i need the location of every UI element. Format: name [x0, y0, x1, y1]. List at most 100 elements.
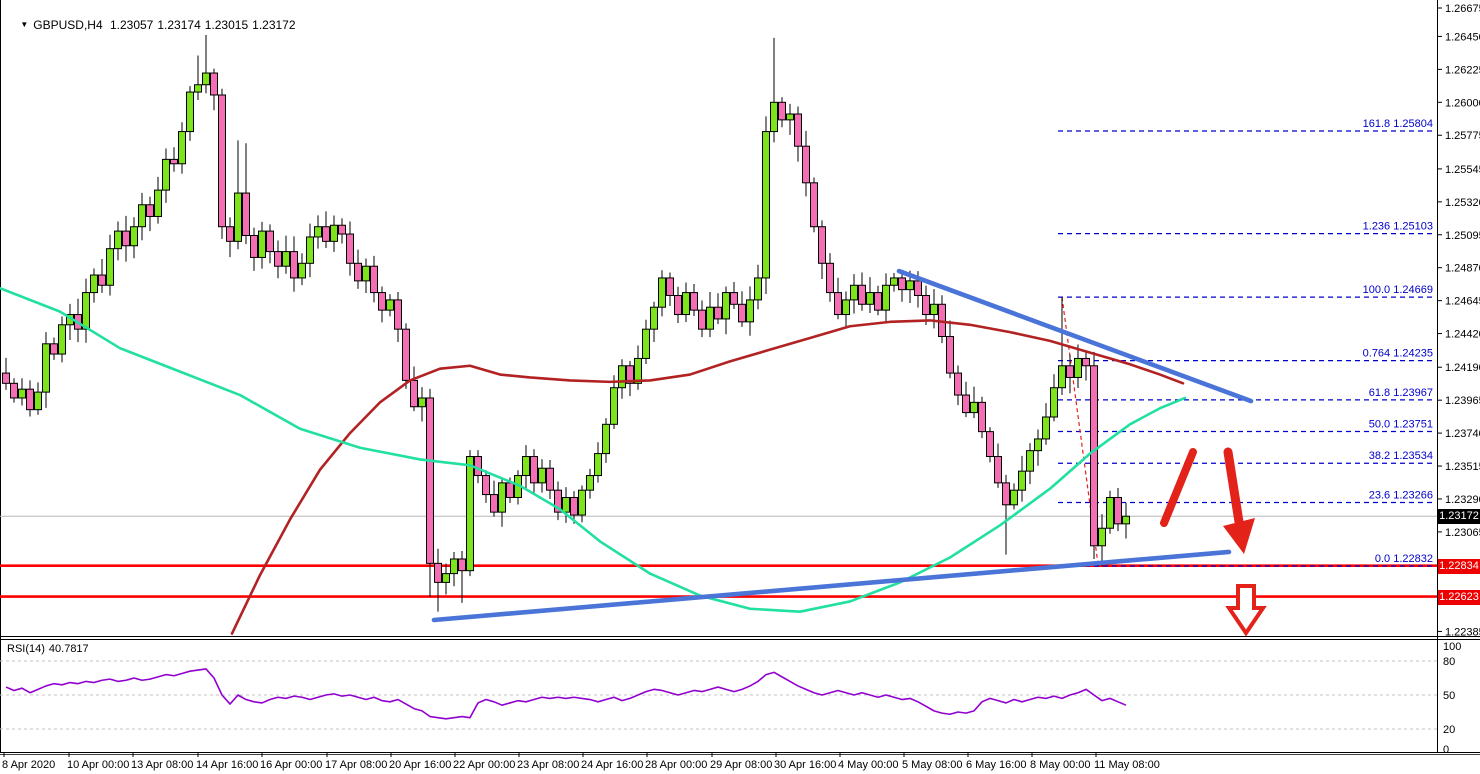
x-axis-label: 8 May 00:00	[1030, 759, 1091, 771]
candle	[426, 388, 434, 598]
y-axis-tick-label: 1.22385	[1445, 626, 1480, 638]
candle	[1002, 474, 1010, 555]
annotation-arrows[interactable]	[1160, 447, 1267, 637]
candle	[986, 427, 994, 463]
candle	[794, 106, 802, 162]
time-axis: 8 Apr 2020 10 Apr 00:00 13 Apr 08:00 14 Apr…	[2, 752, 1160, 771]
candle	[346, 221, 354, 276]
candle	[58, 316, 66, 363]
candle	[810, 177, 818, 233]
candle	[218, 88, 226, 239]
candle	[642, 319, 650, 365]
candle	[98, 258, 106, 293]
fib-level-label: 61.8 1.23967	[1369, 387, 1433, 399]
drop-down-arrow[interactable]	[1223, 447, 1244, 527]
fib-level-label: 23.6 1.23266	[1369, 489, 1433, 501]
x-axis-label: 11 May 08:00	[1094, 759, 1160, 771]
candle	[2, 357, 10, 390]
candle	[730, 281, 738, 309]
bounce-up-arrow[interactable]	[1160, 448, 1197, 527]
x-axis-label: 23 Apr 08:00	[517, 759, 579, 771]
ma-slow-line	[230, 319, 1185, 635]
x-axis-label: 28 Apr 00:00	[645, 759, 707, 771]
candle	[66, 303, 74, 340]
y-axis-tick-label: 1.24420	[1445, 329, 1480, 341]
candle	[338, 218, 346, 244]
candle	[890, 273, 898, 292]
candle	[858, 272, 866, 311]
candle	[578, 485, 586, 523]
candle	[482, 470, 490, 503]
y-axis-tick-label: 1.25775	[1445, 130, 1480, 142]
fib-level-label: 161.8 1.25804	[1363, 118, 1433, 130]
x-axis-label: 8 Apr 2020	[2, 759, 55, 771]
y-axis-tick-label: 1.24870	[1445, 263, 1480, 275]
candle	[842, 291, 850, 329]
x-axis-label: 6 May 16:00	[966, 759, 1027, 771]
candle	[202, 34, 210, 94]
candle	[898, 273, 906, 302]
candle	[314, 215, 322, 249]
trendline-ascending-support[interactable]	[431, 549, 1232, 623]
candle	[994, 443, 1002, 488]
candle	[762, 116, 770, 294]
candle	[362, 258, 370, 293]
candle	[586, 468, 594, 499]
candle	[402, 323, 410, 389]
candle	[978, 396, 986, 439]
drop-down-arrow-head[interactable]	[1223, 518, 1255, 554]
y-axis-tick-label: 1.23965	[1445, 395, 1480, 407]
y-axis-tick-label: 1.24190	[1445, 362, 1480, 374]
trendline-descending-resistance[interactable]	[896, 268, 1254, 404]
y-axis-tick-label: 1.26675	[1445, 3, 1480, 15]
candle	[466, 450, 474, 577]
candle	[370, 255, 378, 303]
candle	[1074, 344, 1082, 389]
candle	[442, 563, 450, 595]
candle	[1098, 514, 1106, 567]
candle	[1106, 490, 1114, 534]
candle	[498, 478, 506, 527]
fib-level-label: 0.0 1.22832	[1375, 553, 1433, 565]
candle	[778, 97, 786, 128]
candle	[954, 365, 962, 406]
candle	[82, 278, 90, 343]
candle	[210, 68, 218, 111]
candle	[746, 286, 754, 336]
y-axis-tick-label: 1.26225	[1445, 64, 1480, 76]
y-axis-tick-label: 1.23740	[1445, 428, 1480, 440]
candle	[1034, 429, 1042, 466]
y-axis-tick-label: 1.26450	[1445, 31, 1480, 43]
symbol-label: GBPUSD,H4	[33, 18, 103, 32]
candle	[386, 294, 394, 317]
fib-level-label: 38.2 1.23534	[1369, 450, 1433, 462]
candle	[522, 445, 530, 489]
hollow-down-arrow[interactable]	[1225, 584, 1267, 637]
candle	[618, 359, 626, 399]
rsi-name: RSI(14)	[7, 643, 45, 655]
x-axis-label: 10 Apr 00:00	[67, 759, 129, 771]
candle	[682, 282, 690, 323]
candle	[354, 249, 362, 289]
candle	[962, 381, 970, 418]
candle	[106, 234, 114, 296]
candle	[874, 285, 882, 316]
candle	[922, 285, 930, 326]
rsi-line	[5, 668, 1127, 720]
candle	[538, 459, 546, 493]
candle	[1114, 487, 1122, 532]
candle	[850, 274, 858, 314]
candle	[330, 215, 338, 252]
ohlc-high: 1.23174	[157, 18, 201, 32]
candle	[242, 143, 250, 245]
candle	[818, 220, 826, 280]
symbol-dropdown-icon[interactable]: ▼	[20, 20, 29, 29]
candle	[306, 223, 314, 278]
rsi-value: 40.7817	[48, 643, 89, 655]
ma-fast-line	[0, 286, 1187, 613]
candle	[138, 192, 146, 241]
support-hlines[interactable]	[0, 564, 1437, 598]
candle	[722, 286, 730, 335]
candle	[146, 196, 154, 232]
